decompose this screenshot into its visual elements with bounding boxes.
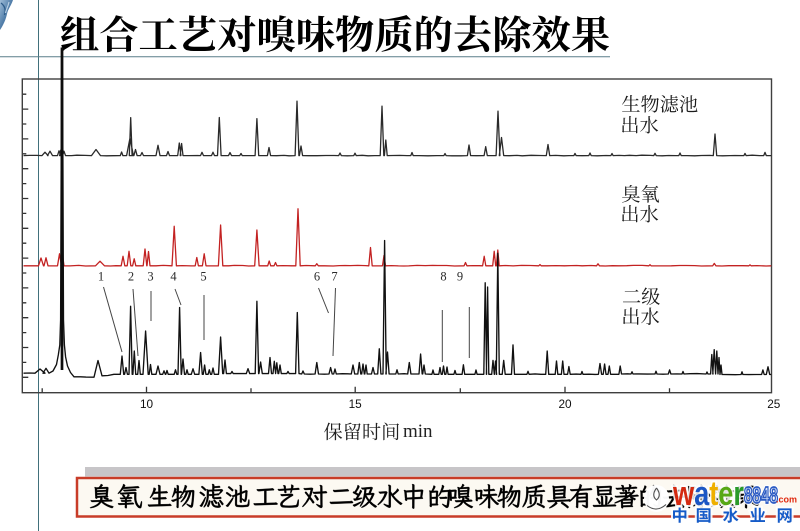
svg-text:water: water <box>672 475 744 513</box>
svg-text:3: 3 <box>147 269 153 283</box>
svg-text:min: min <box>403 421 433 442</box>
svg-text:20: 20 <box>558 397 572 411</box>
svg-text:8848: 8848 <box>744 482 778 508</box>
svg-text:2: 2 <box>128 269 134 283</box>
svg-text:6: 6 <box>314 269 320 283</box>
svg-text:8: 8 <box>440 269 446 283</box>
svg-text:1: 1 <box>98 269 104 283</box>
svg-text:25: 25 <box>767 397 781 411</box>
svg-text:15: 15 <box>349 397 363 411</box>
svg-text:9: 9 <box>457 269 463 283</box>
svg-text:4: 4 <box>170 269 177 283</box>
svg-text:10: 10 <box>140 397 154 411</box>
svg-text:8848: 8848 <box>744 482 778 508</box>
svg-text:7: 7 <box>331 269 337 283</box>
svg-text:5: 5 <box>200 269 206 283</box>
svg-text:.com: .com <box>776 495 797 505</box>
